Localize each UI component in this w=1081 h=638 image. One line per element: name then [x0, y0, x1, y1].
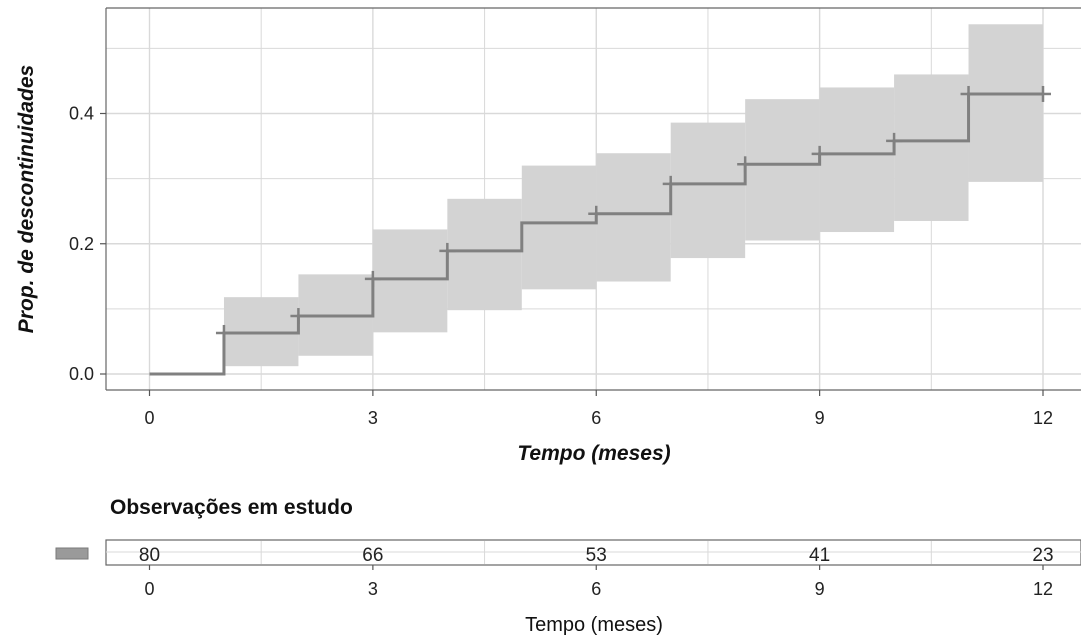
risk-x-tick-label: 9	[815, 579, 825, 599]
censor-mark	[737, 156, 754, 173]
censor-mark	[364, 270, 381, 287]
risk-table-value: 53	[586, 545, 607, 566]
confidence-band-step	[521, 165, 597, 290]
censor-mark	[1035, 85, 1051, 102]
x-tick-label: 12	[1033, 408, 1053, 428]
y-tick-label: 0.2	[69, 234, 94, 254]
risk-table-values: 80 66 53 41 23	[139, 545, 1054, 566]
confidence-band-step	[596, 153, 671, 282]
y-axis-ticks: 0.0 0.2 0.4	[69, 104, 106, 384]
confidence-band-step	[447, 198, 522, 311]
censor-mark	[811, 145, 828, 162]
confidence-band-step	[894, 74, 969, 221]
risk-table-value: 66	[362, 545, 383, 566]
censor-mark	[960, 85, 977, 102]
censor-mark	[290, 308, 307, 325]
risk-x-tick-label: 12	[1033, 579, 1053, 599]
risk-x-tick-label: 3	[368, 579, 378, 599]
x-tick-label: 0	[144, 408, 154, 428]
y-tick-label: 0.4	[69, 104, 94, 124]
censor-mark	[588, 205, 605, 222]
risk-table-value: 41	[809, 545, 830, 566]
risk-table-title: Observações em estudo	[110, 496, 353, 519]
censor-marks	[215, 85, 1051, 341]
risk-table-value: 23	[1032, 545, 1053, 566]
main-plot-panel	[105, 7, 1081, 391]
risk-table-x-ticks: 0 3 6 9 12	[144, 565, 1053, 599]
risk-table: Observações em estudo 80 66 53 41 23 0 3 6 9 12 …	[55, 496, 1081, 636]
confidence-band	[223, 24, 1043, 367]
confidence-band-step	[968, 24, 1043, 182]
x-tick-label: 3	[368, 408, 378, 428]
censor-mark	[662, 175, 679, 192]
censor-mark	[439, 242, 456, 259]
x-axis-title: Tempo (meses)	[517, 442, 670, 465]
confidence-band-step	[819, 87, 895, 233]
x-axis-ticks: 0 3 6 9 12	[144, 390, 1053, 428]
confidence-band-step	[372, 229, 448, 333]
confidence-band-step	[670, 122, 746, 259]
censor-mark	[215, 324, 232, 341]
risk-table-legend-key	[55, 547, 89, 560]
risk-table-grid	[106, 541, 1081, 564]
x-tick-label: 6	[591, 408, 601, 428]
confidence-band-step	[745, 99, 820, 241]
risk-table-value: 80	[139, 545, 160, 566]
y-axis-title: Prop. de descontinuidades	[15, 65, 38, 333]
risk-table-x-axis-title: Tempo (meses)	[525, 614, 663, 636]
x-tick-label: 9	[815, 408, 825, 428]
censor-mark	[886, 132, 903, 149]
risk-x-tick-label: 6	[591, 579, 601, 599]
y-tick-label: 0.0	[69, 364, 94, 384]
risk-x-tick-label: 0	[144, 579, 154, 599]
